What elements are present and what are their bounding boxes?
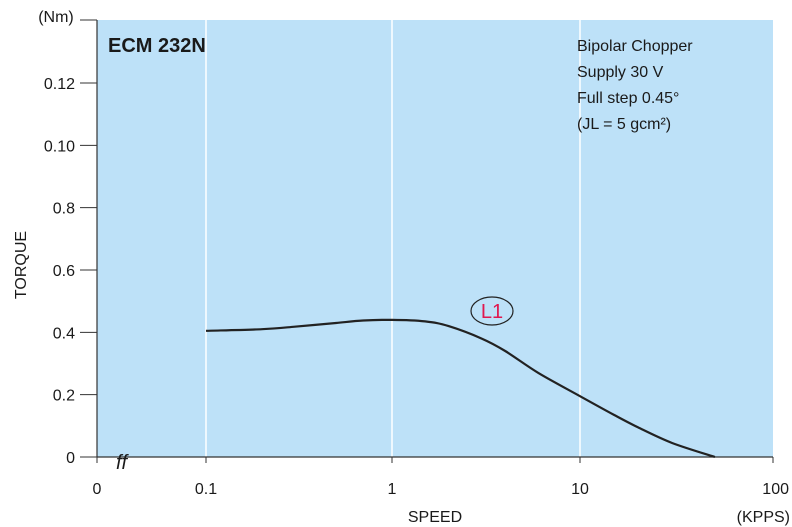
x-tick-label: 100: [762, 481, 789, 498]
x-axis-title: SPEED: [408, 509, 462, 526]
y-tick-label: 0.2: [53, 388, 75, 405]
plot-area: [97, 20, 773, 457]
y-axis-title: TORQUE: [13, 231, 30, 299]
x-tick-label: 1: [388, 481, 397, 498]
y-tick-label: 0.10: [44, 138, 75, 155]
note-line: Bipolar Chopper: [577, 38, 693, 55]
y-tick-label: 0.8: [53, 201, 75, 218]
x-axis-unit: (KPPS): [737, 509, 790, 526]
y-axis-unit: (Nm): [38, 9, 74, 26]
x-tick-label: 10: [571, 481, 589, 498]
y-tick-label: 0: [66, 450, 75, 467]
y-tick-label: 0.4: [53, 325, 75, 342]
x-tick-label: 0.1: [195, 481, 217, 498]
x-tick-label: 0: [93, 481, 102, 498]
note-line: Supply 30 V: [577, 64, 664, 81]
note-line: (JL = 5 gcm²): [577, 116, 671, 133]
y-tick-label: 0.12: [44, 76, 75, 93]
chart-title: ECM 232N: [108, 35, 206, 57]
x-tick-labels: 0 0.1 1 10 100: [93, 457, 790, 498]
series-label: L1: [481, 301, 503, 323]
y-tick-labels: 0 0.2 0.4 0.6 0.8 0.10 0.12: [44, 20, 97, 467]
note-line: Full step 0.45°: [577, 90, 679, 107]
y-tick-label: 0.6: [53, 263, 75, 280]
